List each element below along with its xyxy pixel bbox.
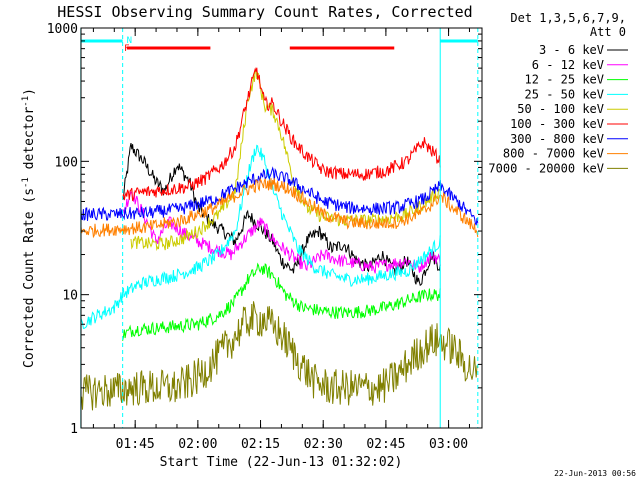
series-line-7 [81,166,479,226]
legend-label-7: 300 - 800 keV [510,132,604,146]
x-axis-label: Start Time (22-Jun-13 01:32:02) [160,455,403,470]
y-tick-label-3: 100 [55,155,78,170]
legend-label-5: 50 - 100 keV [517,102,604,116]
series-line-6 [122,67,441,202]
series-line-8 [81,177,479,239]
series-group [81,67,479,411]
x-tick-label-3: 02:15 [241,437,280,452]
y-label-end: ) [22,88,37,96]
series-line-2 [122,190,441,274]
chart-title: HESSI Observing Summary Count Rates, Cor… [57,3,472,21]
y-label-main: Corrected Count Rate (s [22,188,37,368]
legend-label-8: 800 - 7000 keV [503,147,604,161]
legend-label-4: 25 - 50 keV [525,87,604,101]
axes-group: 01:45 02:00 02:15 02:30 02:45 03:00 1 10 100 1000 [47,22,482,452]
legend-label-1: 3 - 6 keV [539,43,604,57]
series-line-4 [81,144,441,329]
x-tick-label-1: 01:45 [116,437,155,452]
y-axis-label: Corrected Count Rate (s-1 detector-1) [21,88,37,368]
legend-label-9: 7000 - 20000 keV [488,161,604,175]
x-tick-label-5: 02:45 [366,437,405,452]
y-label-sup-2: -1 [21,96,31,107]
legend-label-2: 6 - 12 keV [532,58,604,72]
y-tick-label-2: 10 [62,289,78,304]
legend-header-1: Det 1,3,5,6,7,9, [510,11,626,25]
legend-label-6: 100 - 300 keV [510,117,604,131]
y-tick-label-4: 1000 [47,22,78,37]
flag-label-n: N [127,36,132,46]
x-tick-label-4: 02:30 [304,437,343,452]
series-line-1 [122,142,441,286]
series-line-5 [130,68,441,252]
y-label-sup-1: -1 [21,177,31,188]
legend-label-3: 12 - 25 keV [525,73,604,87]
y-label-mid: detector [22,107,37,178]
flag-label-f: F [124,44,129,54]
series-line-3 [122,262,441,341]
x-tick-label-2: 02:00 [178,437,217,452]
y-tick-label-1: 1 [70,422,78,437]
series-line-9 [81,301,479,411]
legend-header-2: Att 0 [590,25,626,39]
x-tick-label-6: 03:00 [429,437,468,452]
footer-date: 22-Jun-2013 00:56 [554,469,636,478]
